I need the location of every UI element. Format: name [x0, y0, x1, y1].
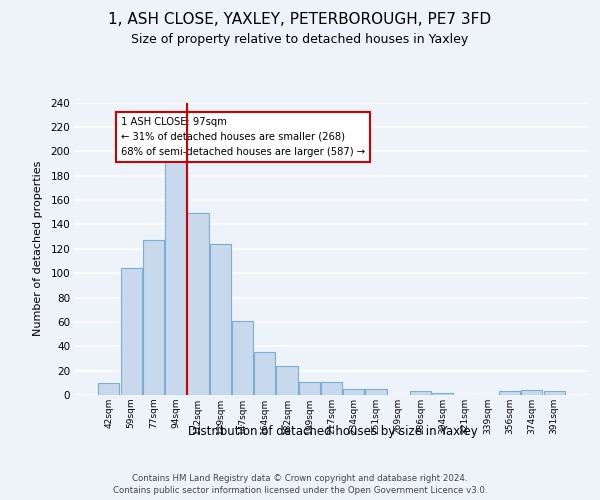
Text: Contains public sector information licensed under the Open Government Licence v3: Contains public sector information licen…: [113, 486, 487, 495]
Bar: [432, 392, 454, 395]
Bar: [254, 352, 275, 395]
Bar: [521, 390, 542, 395]
Bar: [365, 389, 386, 395]
Bar: [410, 392, 431, 395]
Bar: [209, 244, 231, 395]
Bar: [187, 214, 209, 395]
Bar: [277, 366, 298, 395]
Bar: [544, 392, 565, 395]
Bar: [232, 320, 253, 395]
Bar: [499, 392, 520, 395]
Y-axis label: Number of detached properties: Number of detached properties: [34, 161, 43, 336]
Text: 1, ASH CLOSE, YAXLEY, PETERBOROUGH, PE7 3FD: 1, ASH CLOSE, YAXLEY, PETERBOROUGH, PE7 …: [109, 12, 491, 28]
Text: Distribution of detached houses by size in Yaxley: Distribution of detached houses by size …: [188, 425, 478, 438]
Text: Contains HM Land Registry data © Crown copyright and database right 2024.: Contains HM Land Registry data © Crown c…: [132, 474, 468, 483]
Text: 1 ASH CLOSE: 97sqm
← 31% of detached houses are smaller (268)
68% of semi-detach: 1 ASH CLOSE: 97sqm ← 31% of detached hou…: [121, 117, 365, 156]
Text: Size of property relative to detached houses in Yaxley: Size of property relative to detached ho…: [131, 32, 469, 46]
Bar: [121, 268, 142, 395]
Bar: [165, 152, 186, 395]
Bar: [98, 383, 119, 395]
Bar: [143, 240, 164, 395]
Bar: [299, 382, 320, 395]
Bar: [321, 382, 342, 395]
Bar: [343, 389, 364, 395]
